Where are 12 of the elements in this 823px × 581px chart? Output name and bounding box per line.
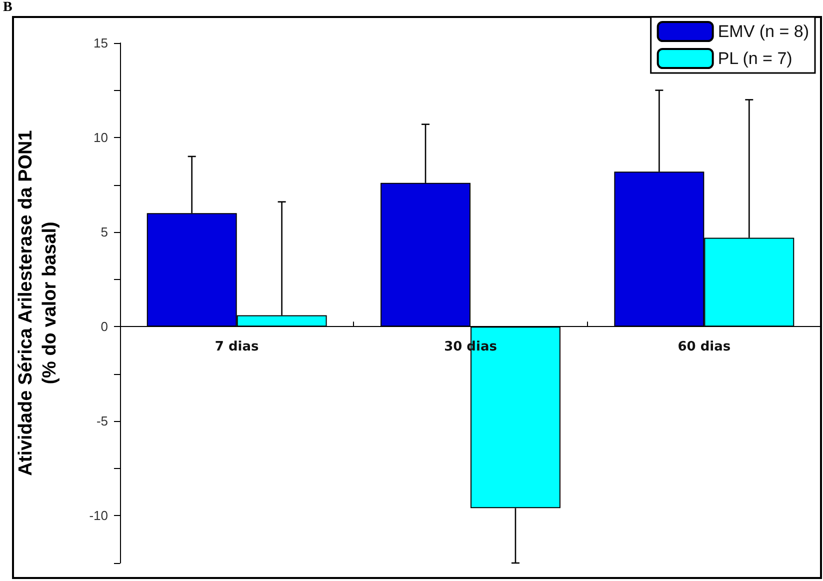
y-axis-title: Atividade Sérica Arilesterase da PON1 (% do valor basal) <box>16 130 60 476</box>
legend-label: PL (n = 7) <box>718 49 792 68</box>
legend-label: EMV (n = 8) <box>718 22 810 41</box>
y-tick-label: 0 <box>100 319 108 334</box>
y-tick-label: 5 <box>100 224 108 240</box>
y-tick-label: 15 <box>94 36 108 50</box>
x-tick-label: 7 dias <box>214 340 260 355</box>
y-tick-label: -10 <box>89 508 108 524</box>
y-tick-label: 10 <box>94 130 108 146</box>
y-tick-label: -5 <box>96 414 108 429</box>
x-tick-label: 60 dias <box>678 340 731 355</box>
text: B <box>3 0 12 16</box>
